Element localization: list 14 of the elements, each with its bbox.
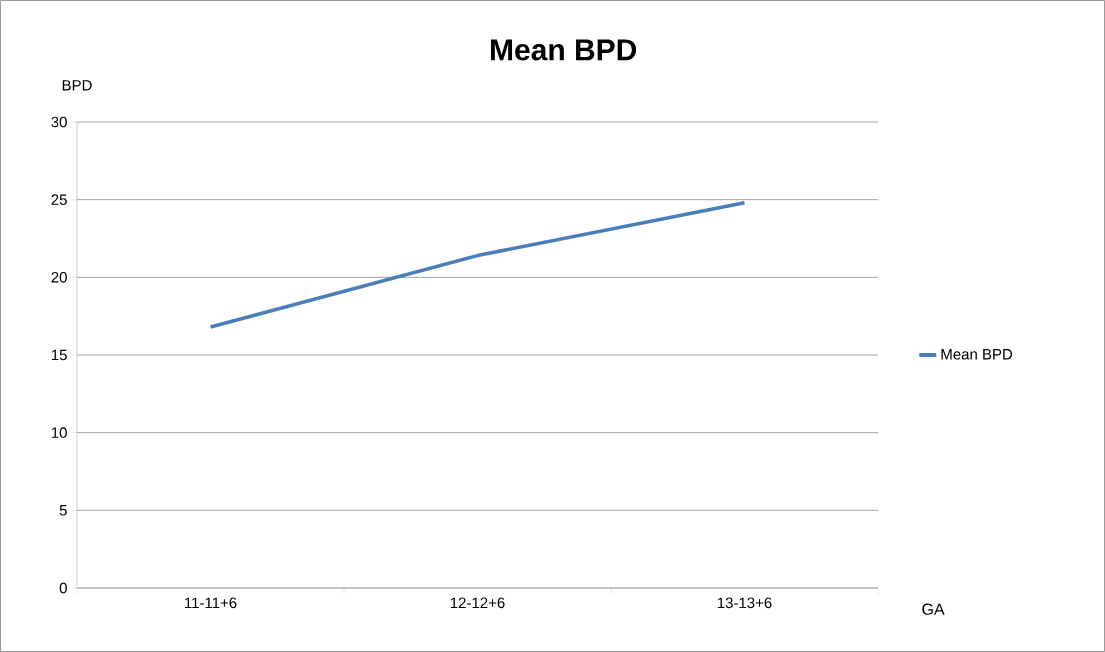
chart-title: Mean BPD bbox=[491, 39, 637, 61]
legend-label: Mean BPD bbox=[941, 349, 1013, 360]
y-tick-label: 0 bbox=[59, 582, 67, 594]
y-axis-title: BPD bbox=[62, 80, 92, 91]
y-tick-label: 15 bbox=[51, 349, 67, 361]
x-tick-label: 12-12+6 bbox=[450, 597, 505, 609]
x-tick-label: 11-11+6 bbox=[185, 597, 237, 609]
y-tick-label: 5 bbox=[59, 505, 67, 516]
y-tick-label: 30 bbox=[51, 116, 67, 128]
x-axis-title: GA bbox=[922, 603, 945, 615]
y-tick-label: 25 bbox=[51, 194, 67, 205]
x-tick-label: 13-13+6 bbox=[717, 597, 772, 609]
y-tick-label: 10 bbox=[51, 427, 67, 438]
y-tick-label: 20 bbox=[51, 272, 67, 283]
